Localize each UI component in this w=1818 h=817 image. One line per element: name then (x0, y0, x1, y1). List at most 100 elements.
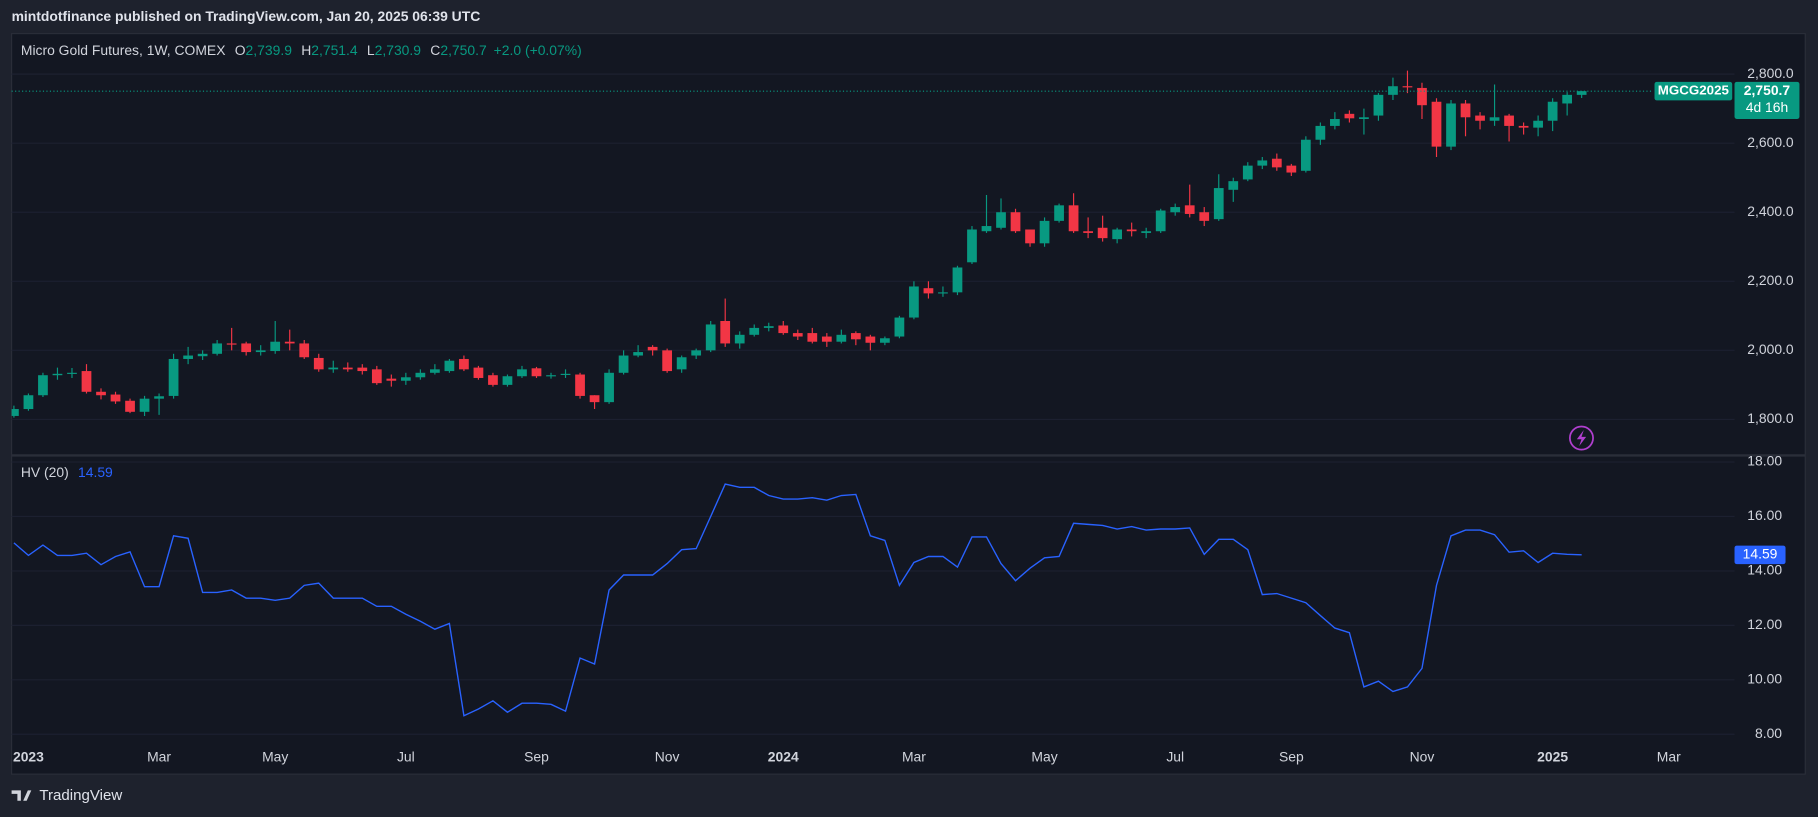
candle-body (1446, 103, 1456, 147)
candle-body (647, 346, 658, 351)
candle-body (1315, 125, 1326, 140)
candle-body (139, 398, 150, 412)
candle-body (778, 325, 789, 334)
candle-body (1199, 212, 1210, 221)
candle-body (996, 212, 1006, 228)
candle-body (938, 292, 948, 294)
indicator-title: HV (20) (21, 463, 69, 479)
candle-body (1054, 205, 1064, 221)
chart-frame (11, 33, 1806, 775)
candle-body (1097, 227, 1108, 239)
candle-body (1155, 210, 1166, 232)
candle-body (11, 409, 19, 416)
y-tick-label: 14.00 (1747, 562, 1782, 578)
y-tick-label: 10.00 (1747, 670, 1782, 686)
candle-body (604, 372, 614, 403)
candle-body (763, 326, 774, 328)
legend-value: 2,751.4 (311, 42, 358, 58)
x-tick-label: Nov (1410, 749, 1435, 765)
candle-body (1228, 181, 1239, 190)
x-tick-label: Jul (1166, 749, 1184, 765)
candle-body (313, 357, 324, 370)
candle-body (1141, 231, 1152, 233)
candle-body (517, 369, 527, 377)
y-tick-label: 2,600.0 (1747, 134, 1794, 150)
candle-body (1359, 117, 1369, 120)
candle-body (1460, 103, 1471, 118)
symbol-tag: MGCG2025 (1658, 83, 1730, 98)
symbol-title: Micro Gold Futures, 1W, COMEX (21, 42, 226, 58)
candle-body (880, 338, 890, 343)
countdown-label: 4d 16h (1746, 99, 1789, 115)
candle-body (1489, 117, 1500, 121)
candle-body (967, 229, 977, 263)
y-tick-label: 8.00 (1755, 725, 1782, 741)
legend-value: 2,739.9 (246, 42, 293, 58)
candle-body (473, 367, 484, 378)
legend-change: +2.0 (+0.07%) (494, 42, 582, 58)
candle-body (226, 343, 237, 345)
hv-badge-label: 14.59 (1743, 546, 1778, 562)
candle-body (52, 373, 63, 376)
legend-key: L (367, 42, 375, 58)
candle-body (705, 324, 716, 351)
plot-area (11, 70, 1587, 418)
candle-body (734, 334, 745, 344)
last-price-label: 2,750.7 (1744, 82, 1791, 98)
candle-body (691, 350, 702, 356)
candle-body (459, 358, 469, 370)
candle-body (850, 333, 861, 340)
lightning-icon (1569, 425, 1594, 451)
candle-body (270, 341, 281, 352)
legend-key: H (301, 42, 311, 58)
x-tick-label: Mar (147, 749, 171, 765)
candle-body (371, 369, 382, 384)
candle-body (894, 317, 905, 337)
indicator-legend: HV (20) 14.59 (21, 463, 113, 479)
candle-body (981, 226, 992, 232)
y-tick-label: 2,200.0 (1747, 272, 1794, 288)
candle-body (1344, 113, 1355, 119)
legend: Micro Gold Futures, 1W, COMEX O2,739.9 H2,… (21, 42, 582, 58)
candle-body (1184, 205, 1195, 214)
symbol-tag-bg (1654, 81, 1733, 101)
candle-body (618, 355, 629, 373)
candle-body (1112, 229, 1123, 240)
legend-key: C (430, 42, 440, 58)
candle-body (952, 267, 963, 293)
candle-body (23, 395, 34, 410)
candle-body (836, 334, 847, 342)
candle-body (488, 375, 498, 385)
candle-body (720, 320, 731, 344)
candle-body (923, 288, 934, 294)
candle-body (1388, 86, 1398, 95)
candle-body (1547, 101, 1558, 121)
brand: TradingView (11, 787, 122, 804)
candle-body (1417, 87, 1427, 106)
candle-body (560, 373, 571, 375)
candle-body (909, 286, 919, 318)
candle-body (575, 374, 585, 396)
x-tick-label: Sep (524, 749, 549, 765)
y-tick-label: 2,800.0 (1747, 65, 1794, 81)
candle-body (255, 350, 266, 353)
last-price-badge (1734, 81, 1800, 119)
candle-body (546, 375, 556, 377)
candle-body (1475, 115, 1485, 121)
candle-body (154, 396, 164, 399)
x-tick-label: May (262, 749, 288, 765)
y-tick-label: 12.00 (1747, 616, 1782, 632)
candle-body (1213, 188, 1224, 220)
candle-body (342, 367, 353, 370)
candle-body (386, 378, 397, 381)
y-tick-label: 2,400.0 (1747, 203, 1794, 219)
candle-body (38, 375, 48, 396)
candle-body (807, 333, 818, 342)
candle-body (1402, 86, 1413, 88)
candle-body (415, 372, 426, 378)
candle-body (1373, 94, 1384, 116)
candle-body (1562, 94, 1573, 104)
candle-body (1533, 120, 1543, 128)
candle-body (1242, 165, 1253, 180)
